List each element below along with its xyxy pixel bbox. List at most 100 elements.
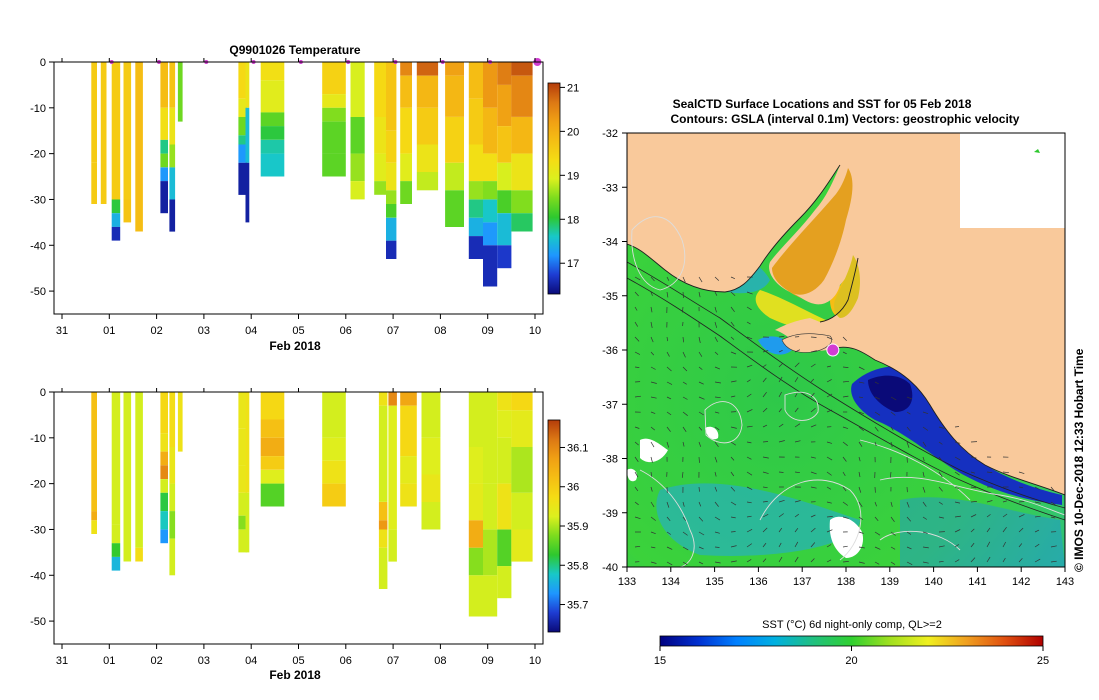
profile-cell (160, 153, 168, 168)
profile-cell (123, 62, 132, 200)
velocity-vector (666, 381, 673, 385)
velocity-vector (1034, 543, 1040, 548)
profile-cell (378, 529, 388, 548)
velocity-vector (826, 516, 833, 518)
velocity-vector (970, 557, 976, 563)
velocity-vector (698, 366, 703, 370)
velocity-vector (698, 456, 700, 463)
velocity-vector (874, 411, 881, 416)
velocity-vector (714, 396, 721, 399)
profile-cell (468, 62, 483, 99)
profile-cell (111, 392, 121, 525)
velocity-vector (698, 501, 702, 507)
velocity-vector (650, 396, 657, 399)
velocity-vector (778, 423, 784, 428)
velocity-vector (810, 363, 816, 368)
velocity-vector (922, 441, 927, 447)
velocity-vector (714, 561, 721, 564)
velocity-vector (858, 396, 864, 399)
velocity-vector (810, 486, 817, 489)
profile-cell (468, 520, 483, 548)
lat-tick-label: -40 (602, 562, 618, 574)
profile-cell (238, 135, 247, 145)
lon-tick-label: 136 (749, 576, 767, 588)
profile-cell (322, 483, 346, 507)
velocity-vector (634, 545, 641, 548)
velocity-vector (666, 516, 671, 522)
colorbar-tick-label: 18 (567, 214, 579, 226)
velocity-vector (778, 336, 785, 338)
profile-cell (388, 392, 397, 406)
velocity-vector (938, 471, 943, 478)
velocity-vector (666, 531, 671, 535)
profile-cell (468, 575, 483, 617)
profile-cell (378, 502, 388, 521)
sst-map-panel: SealCTD Surface Locations and SST for 05… (602, 97, 1086, 667)
velocity-vector (1002, 526, 1007, 533)
velocity-vector (650, 381, 657, 384)
velocity-vector (826, 471, 832, 476)
velocity-vector (698, 486, 700, 492)
velocity-vector (634, 486, 639, 492)
profile-cell (511, 62, 533, 76)
profile-cell (169, 392, 176, 447)
salinity-colorbar-ticks: 36.1 36 35.9 35.8 35.7 (560, 442, 588, 612)
velocity-vector (698, 276, 703, 283)
profile-cell (468, 199, 483, 218)
velocity-vector (634, 276, 641, 281)
velocity-vector (922, 411, 929, 415)
velocity-vector (794, 541, 799, 548)
profile-cell (445, 62, 464, 76)
x-tick-label: 04 (245, 325, 257, 337)
temperature-colorbar (547, 82, 561, 295)
velocity-vector (906, 411, 911, 415)
y-tick-label: 0 (40, 387, 46, 399)
x-tick-label: 08 (434, 325, 446, 337)
velocity-vector (682, 441, 685, 447)
profile-cell (260, 419, 285, 438)
velocity-vector (730, 321, 735, 327)
velocity-vector (810, 336, 817, 338)
profile-cell (497, 126, 512, 163)
velocity-vector (778, 527, 783, 533)
profile-cell (386, 62, 397, 131)
velocity-vector (794, 471, 800, 474)
velocity-vector (650, 561, 657, 564)
velocity-vector (986, 541, 991, 548)
profile-cell (378, 405, 388, 502)
lat-tick-label: -38 (602, 454, 618, 466)
velocity-vector (730, 426, 737, 429)
velocity-vector (938, 545, 945, 548)
velocity-vector (714, 471, 717, 477)
profile-cell (511, 392, 533, 411)
velocity-vector (874, 396, 881, 400)
y-tick-label: -40 (30, 240, 46, 252)
velocity-vector (1034, 529, 1040, 533)
velocity-vector (650, 291, 653, 296)
map-area (627, 133, 1065, 567)
profile-cell (421, 502, 441, 530)
profile-cell (169, 511, 176, 539)
velocity-vector (778, 362, 784, 368)
velocity-vector (826, 393, 833, 398)
profile-cell (374, 181, 386, 195)
profile-cell (260, 80, 285, 113)
velocity-vector (762, 364, 767, 368)
velocity-vector (810, 471, 817, 475)
velocity-vector (810, 527, 816, 533)
velocity-vector (842, 471, 846, 476)
velocity-vector (666, 336, 669, 342)
velocity-vector (826, 486, 832, 490)
velocity-vector (1018, 558, 1023, 563)
profile-cell (322, 437, 346, 461)
velocity-vector (634, 336, 640, 342)
profile-cell (245, 107, 250, 163)
colorbar-tick-label: 21 (567, 82, 579, 94)
x-tick-label: 31 (56, 655, 68, 667)
velocity-vector (698, 531, 705, 536)
profile-cell (260, 62, 285, 81)
profile-cell (322, 392, 346, 438)
profile-cell (483, 107, 498, 154)
profile-cell (483, 153, 498, 182)
